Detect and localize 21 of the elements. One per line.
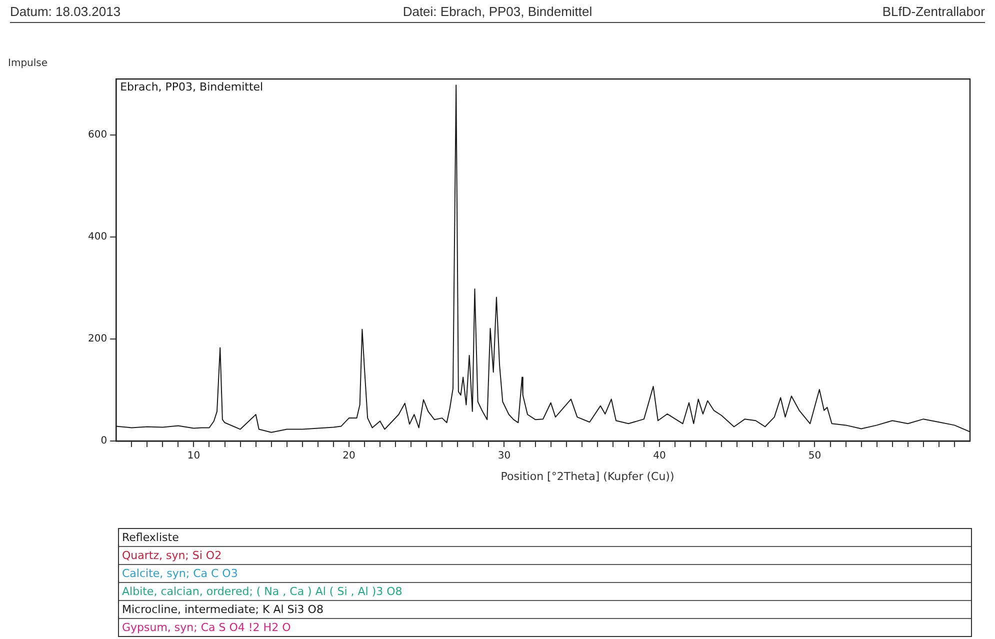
text: Calcite, syn; Ca C O3: [119, 565, 971, 583]
y-axis-title: Impulse: [8, 58, 48, 69]
x-tick-label: 50: [808, 450, 822, 462]
text: BLfD-Zentrallabor: [882, 4, 985, 19]
chart-title: Datei: Ebrach, PP03, Bindemittel: [402, 4, 592, 19]
text: Gypsum, syn; Ca S O4 !2 H2 O: [121, 620, 292, 636]
text: Ebrach, PP03, Bindemittel: [120, 80, 264, 94]
text: Reflexliste: [119, 529, 971, 547]
text: Microcline, intermediate; K Al Si3 O8: [119, 601, 971, 619]
y-tick-label: 400: [88, 232, 108, 243]
y-tick-label: 600: [88, 130, 108, 141]
text: Datum: 18.03.2013: [10, 4, 121, 19]
x-axis-title: Position [°2Theta] (Kupfer (Cu)): [500, 470, 676, 483]
x-tick-label: 20: [342, 450, 356, 462]
text: Albite, calcian, ordered; ( Na , Ca ) Al ( Si , Al )3 O8: [119, 583, 971, 601]
y-tick-label: 200: [88, 334, 108, 345]
y-tick-label: 0: [100, 436, 108, 447]
text: Quartz, syn; Si O2: [119, 547, 971, 565]
x-tick-label: 30: [498, 450, 511, 462]
x-tick-label: 10: [187, 450, 200, 462]
x-tick-label: 40: [653, 450, 666, 462]
